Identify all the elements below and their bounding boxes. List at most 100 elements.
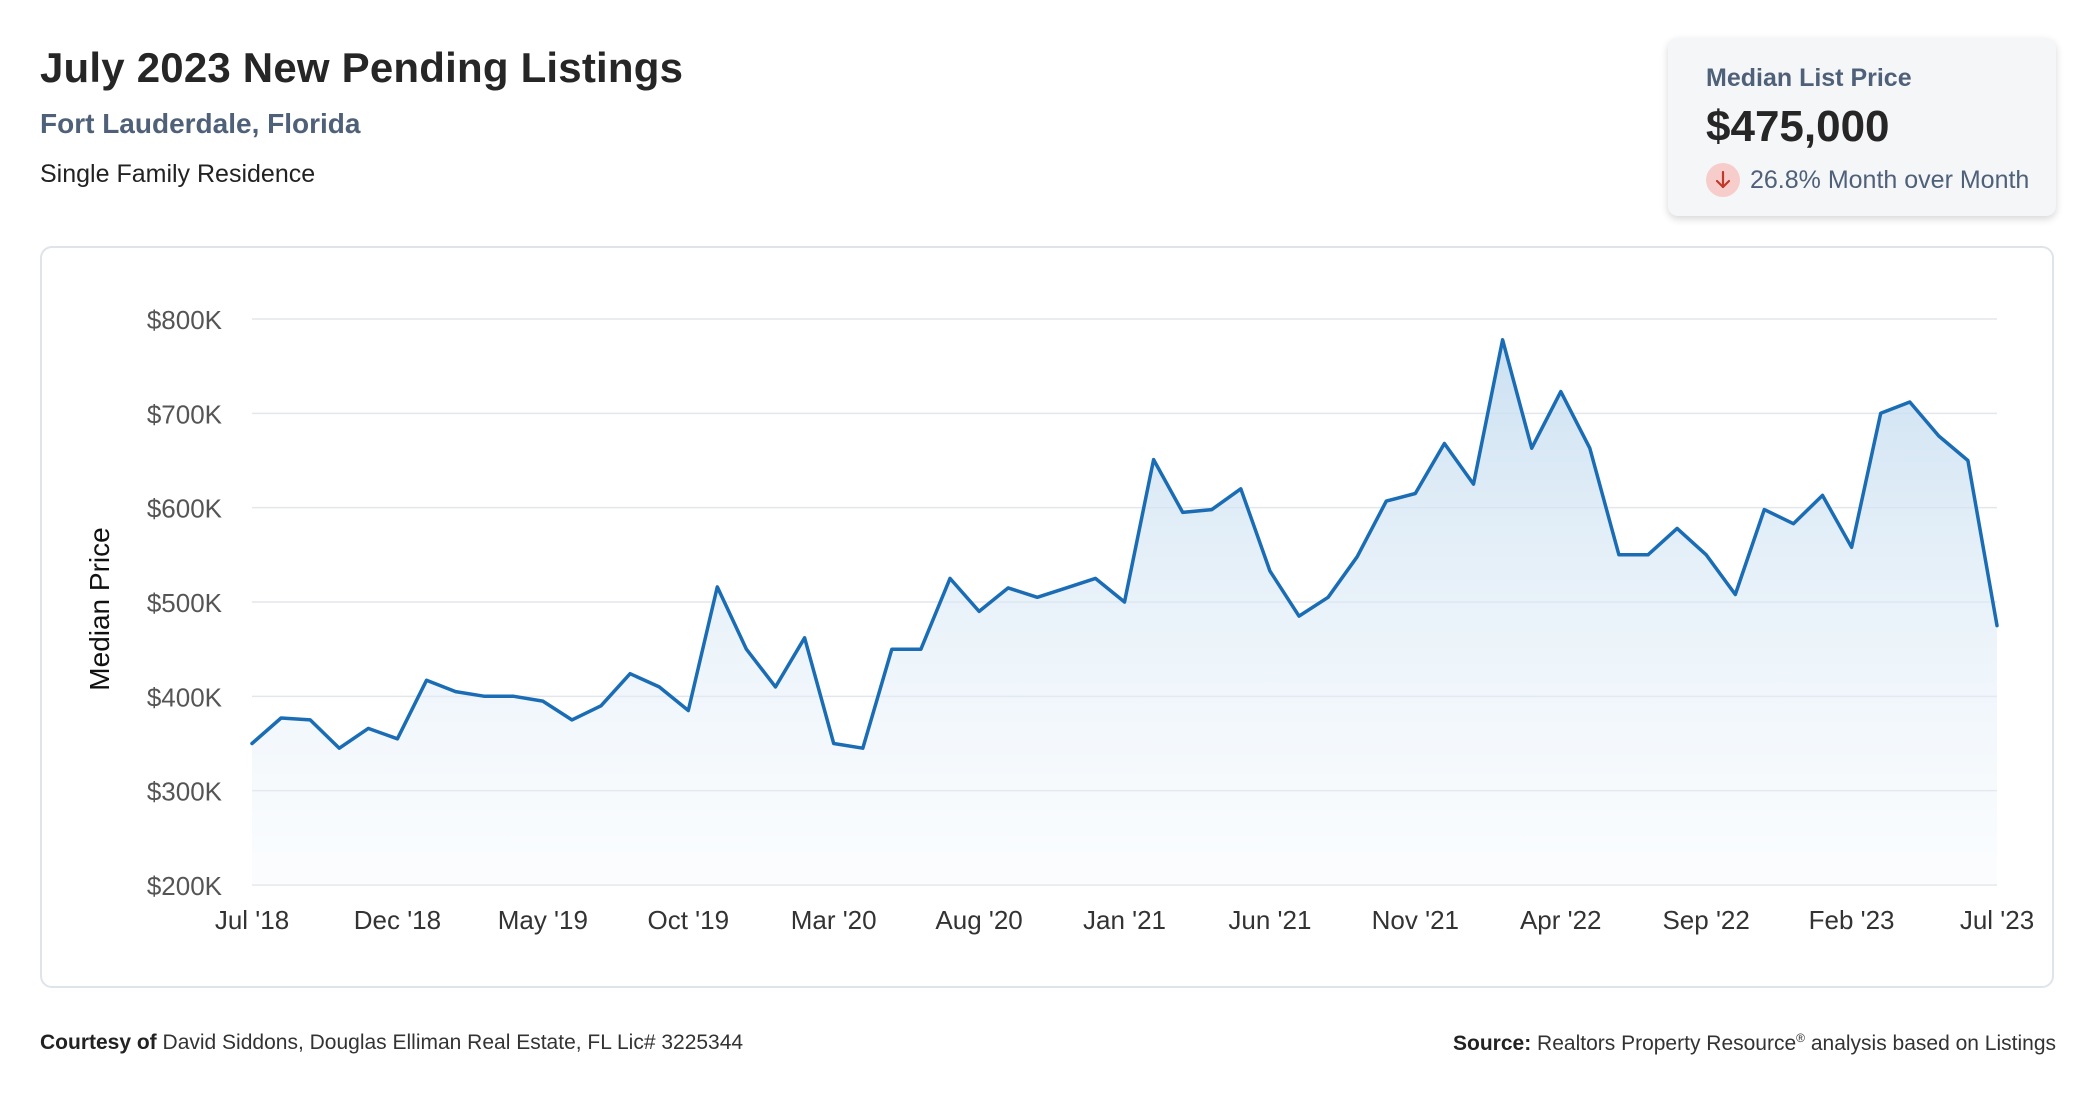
median-price-line xyxy=(250,338,1999,750)
data-point xyxy=(1472,482,1476,486)
area-fill-layer xyxy=(252,339,1997,885)
kpi-change-text: 26.8% Month over Month xyxy=(1750,165,2030,194)
data-point xyxy=(1704,553,1708,557)
x-tick-label: Oct '19 xyxy=(647,905,729,935)
data-point xyxy=(512,694,516,698)
data-point xyxy=(1413,492,1417,496)
data-point xyxy=(1588,446,1592,450)
chart-container: $200K $300K $400K $500K $600K $700K $800K Jul … xyxy=(40,246,2054,988)
data-point xyxy=(919,647,923,651)
y-tick-label: $800K xyxy=(147,305,223,335)
data-point xyxy=(657,685,661,689)
data-point xyxy=(948,576,952,580)
data-point xyxy=(1152,458,1156,462)
data-point xyxy=(483,694,487,698)
data-point xyxy=(425,678,429,682)
data-point xyxy=(1006,586,1010,590)
data-point xyxy=(454,690,458,694)
x-tick-label: Nov '21 xyxy=(1372,905,1459,935)
median-list-price-card: Median List Price $475,000 26.8% Month o… xyxy=(1668,38,2056,216)
x-tick-label: Jun '21 xyxy=(1228,905,1311,935)
data-point xyxy=(977,609,981,613)
data-point xyxy=(1995,624,1999,628)
data-point xyxy=(366,726,370,730)
data-point xyxy=(1937,434,1941,438)
data-point xyxy=(686,708,690,712)
data-point xyxy=(890,647,894,651)
source-label: Source: xyxy=(1453,1032,1532,1055)
data-point xyxy=(1617,553,1621,557)
x-tick-label: Jan '21 xyxy=(1083,905,1166,935)
median-price-area xyxy=(252,339,1997,885)
series-line-layer xyxy=(250,338,1999,750)
data-point xyxy=(774,685,778,689)
data-point xyxy=(1530,446,1534,450)
arrow-down-icon xyxy=(1706,163,1740,197)
y-axis-ticks: $200K $300K $400K $500K $600K $700K $800K xyxy=(147,305,223,901)
source-footer: Source: Realtors Property Resource® anal… xyxy=(1453,1031,2056,1056)
x-tick-label: May '19 xyxy=(498,905,588,935)
data-point xyxy=(1210,508,1214,512)
x-tick-label: Jul '23 xyxy=(1960,905,2034,935)
kpi-label: Median List Price xyxy=(1706,64,1912,92)
data-point xyxy=(1850,545,1854,549)
data-point xyxy=(1821,493,1825,497)
kpi-value: $475,000 xyxy=(1706,102,1890,151)
data-point xyxy=(1559,390,1563,394)
x-tick-label: Sep '22 xyxy=(1662,905,1749,935)
data-point xyxy=(1297,614,1301,618)
x-tick-label: Feb '23 xyxy=(1809,905,1895,935)
data-point xyxy=(1646,553,1650,557)
x-tick-label: Aug '20 xyxy=(935,905,1022,935)
y-tick-label: $700K xyxy=(147,399,223,429)
data-point xyxy=(1908,400,1912,404)
data-point xyxy=(1879,411,1883,415)
y-tick-label: $400K xyxy=(147,682,223,712)
data-point xyxy=(279,716,283,720)
data-point xyxy=(1093,576,1097,580)
data-point xyxy=(1181,510,1185,514)
data-point xyxy=(395,737,399,741)
x-tick-label: Mar '20 xyxy=(791,905,877,935)
data-point xyxy=(1791,522,1795,526)
data-point xyxy=(1268,569,1272,573)
location-subtitle: Fort Lauderdale, Florida xyxy=(40,108,361,139)
data-point xyxy=(744,647,748,651)
data-point xyxy=(861,746,865,750)
data-point xyxy=(250,742,254,746)
data-point xyxy=(1733,592,1737,596)
kpi-change: 26.8% Month over Month xyxy=(1706,162,2029,198)
page-title: July 2023 New Pending Listings xyxy=(40,44,684,91)
y-tick-label: $300K xyxy=(147,777,223,807)
data-point xyxy=(628,672,632,676)
data-point xyxy=(1355,555,1359,559)
registered-mark: ® xyxy=(1796,1031,1805,1045)
courtesy-text: David Siddons, Douglas Elliman Real Esta… xyxy=(162,1031,744,1054)
data-point xyxy=(832,742,836,746)
x-axis-ticks: Jul '18 Dec '18 May '19 Oct '19 Mar '20 Aug '… xyxy=(215,905,2034,935)
data-point xyxy=(1966,459,1970,463)
courtesy-label: Courtesy of xyxy=(40,1031,157,1054)
data-point xyxy=(1442,442,1446,446)
data-point xyxy=(1239,487,1243,491)
y-axis-label: Median Price xyxy=(84,527,115,690)
data-point xyxy=(599,704,603,708)
x-tick-label: Dec '18 xyxy=(354,905,441,935)
data-point xyxy=(541,699,545,703)
y-tick-label: $600K xyxy=(147,494,223,524)
data-point xyxy=(570,718,574,722)
data-point xyxy=(1326,595,1330,599)
data-point xyxy=(1501,338,1505,342)
data-point xyxy=(1035,595,1039,599)
y-tick-label: $200K xyxy=(147,871,223,901)
y-tick-label: $500K xyxy=(147,588,223,618)
data-point xyxy=(337,746,341,750)
data-point xyxy=(1064,586,1068,590)
property-type-label: Single Family Residence xyxy=(40,160,316,188)
data-point xyxy=(308,718,312,722)
source-text-1: Realtors Property Resource xyxy=(1537,1032,1797,1055)
median-price-chart: $200K $300K $400K $500K $600K $700K $800K Jul … xyxy=(84,305,2034,935)
data-point xyxy=(1762,508,1766,512)
data-point xyxy=(1675,526,1679,530)
data-point xyxy=(1384,499,1388,503)
